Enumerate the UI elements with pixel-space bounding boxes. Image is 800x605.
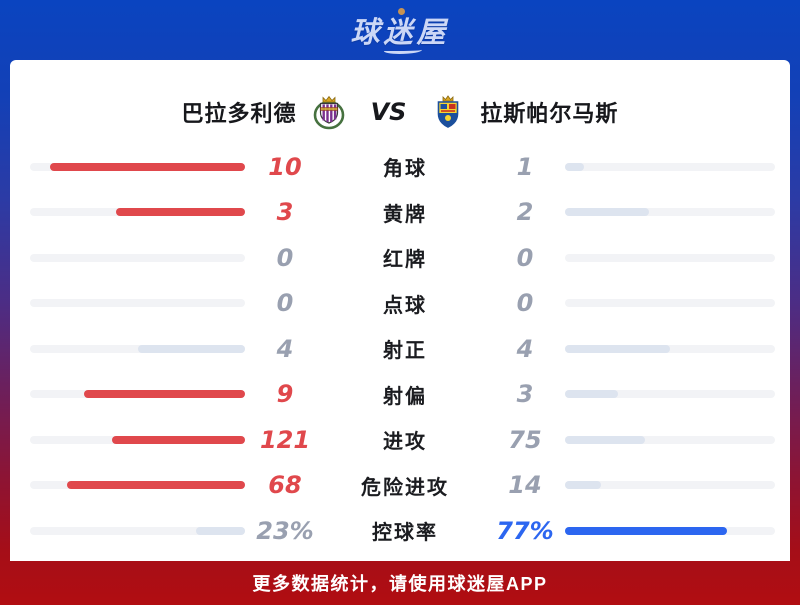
away-stat-bar	[565, 344, 775, 353]
away-stat-value: 0	[516, 243, 534, 272]
away-stat-value: 4	[516, 334, 534, 363]
home-stat-bar-fill	[83, 390, 245, 399]
footer-bar: 更多数据统计，请使用球迷屋APP	[0, 561, 800, 605]
brand-logo-dot-icon	[397, 8, 405, 15]
stat-row: 4 射正 4	[30, 326, 775, 372]
home-stat-bar	[30, 162, 245, 171]
brand-bar: 球迷屋	[0, 0, 800, 60]
stat-label: 黄牌	[383, 203, 427, 226]
away-stat-value: 75	[508, 425, 542, 454]
brand-logo: 球迷屋	[350, 8, 450, 54]
brand-logo-underline-icon	[384, 47, 423, 54]
home-stat-bar	[30, 253, 245, 262]
home-stat-bar-fill	[137, 344, 245, 353]
home-team-name: 巴拉多利德	[181, 101, 297, 126]
stat-row: 23% 控球率 77%	[30, 508, 775, 554]
home-stat-value: 121	[259, 425, 311, 454]
away-stat-bar	[565, 162, 775, 171]
stat-label: 点球	[383, 294, 427, 317]
home-stat-bar-fill	[116, 208, 245, 217]
stat-row: 68 危险进攻 14	[30, 463, 775, 509]
away-stat-value: 0	[516, 289, 534, 318]
stat-label: 角球	[383, 158, 427, 181]
footer-promo-text: 更多数据统计，请使用球迷屋APP	[252, 574, 548, 594]
away-stat-bar-fill	[565, 344, 670, 353]
stats-list: 10 角球 1 3 黄牌 2 0 红牌 0 0 点球 0	[10, 140, 790, 554]
home-stat-value: 10	[268, 152, 302, 181]
brand-logo-text: 球迷屋	[350, 15, 450, 49]
home-stat-bar-fill	[66, 481, 245, 490]
home-stat-value: 0	[276, 289, 294, 318]
away-stat-bar-fill	[565, 481, 601, 490]
away-stat-bar-fill	[565, 390, 618, 399]
stat-label: 进攻	[383, 431, 427, 454]
away-stat-bar-fill	[565, 526, 727, 535]
away-stat-bar-fill	[565, 162, 585, 171]
home-stat-value: 9	[276, 380, 294, 409]
away-stat-bar	[565, 435, 775, 444]
stat-label: 危险进攻	[361, 476, 449, 499]
home-stat-bar	[30, 299, 245, 308]
away-stat-bar	[565, 526, 775, 535]
home-stat-value: 0	[276, 243, 294, 272]
away-stat-bar-fill	[565, 435, 646, 444]
away-stat-value: 14	[508, 471, 542, 500]
home-stat-value: 3	[276, 198, 294, 227]
vs-label: VS	[370, 98, 407, 126]
home-stat-bar	[30, 435, 245, 444]
stats-card: 巴拉多利德 VS	[10, 60, 790, 561]
away-stat-bar-fill	[565, 208, 649, 217]
stat-row: 121 进攻 75	[30, 417, 775, 463]
away-stat-value: 77%	[496, 516, 554, 545]
away-team-crest-icon	[438, 95, 459, 128]
stat-row: 9 射偏 3	[30, 372, 775, 418]
away-stat-bar	[565, 253, 775, 262]
home-stat-bar-fill	[112, 435, 245, 444]
stat-label: 射正	[383, 340, 427, 363]
home-stat-bar	[30, 526, 245, 535]
away-stat-value: 2	[516, 198, 534, 227]
home-stat-bar	[30, 390, 245, 399]
home-stat-bar-fill	[195, 526, 245, 535]
home-stat-value: 68	[268, 471, 302, 500]
stat-row: 10 角球 1	[30, 144, 775, 190]
away-stat-value: 1	[516, 152, 534, 181]
stat-row: 0 红牌 0	[30, 235, 775, 281]
teams-header: 巴拉多利德 VS	[10, 60, 790, 140]
home-stat-bar-fill	[49, 162, 245, 171]
stat-row: 3 黄牌 2	[30, 190, 775, 236]
home-team-crest-icon	[313, 95, 344, 130]
stat-label: 射偏	[383, 385, 427, 408]
home-stat-bar	[30, 481, 245, 490]
away-stat-bar	[565, 481, 775, 490]
home-stat-value: 23%	[256, 516, 314, 545]
away-stat-value: 3	[516, 380, 534, 409]
away-team-name: 拉斯帕尔马斯	[480, 101, 619, 126]
away-stat-bar	[565, 208, 775, 217]
away-stat-bar	[565, 390, 775, 399]
home-stat-bar	[30, 208, 245, 217]
stat-label: 控球率	[372, 522, 438, 545]
stat-row: 0 点球 0	[30, 281, 775, 327]
away-stat-bar	[565, 299, 775, 308]
home-stat-value: 4	[276, 334, 294, 363]
stat-label: 红牌	[383, 249, 427, 272]
home-stat-bar	[30, 344, 245, 353]
